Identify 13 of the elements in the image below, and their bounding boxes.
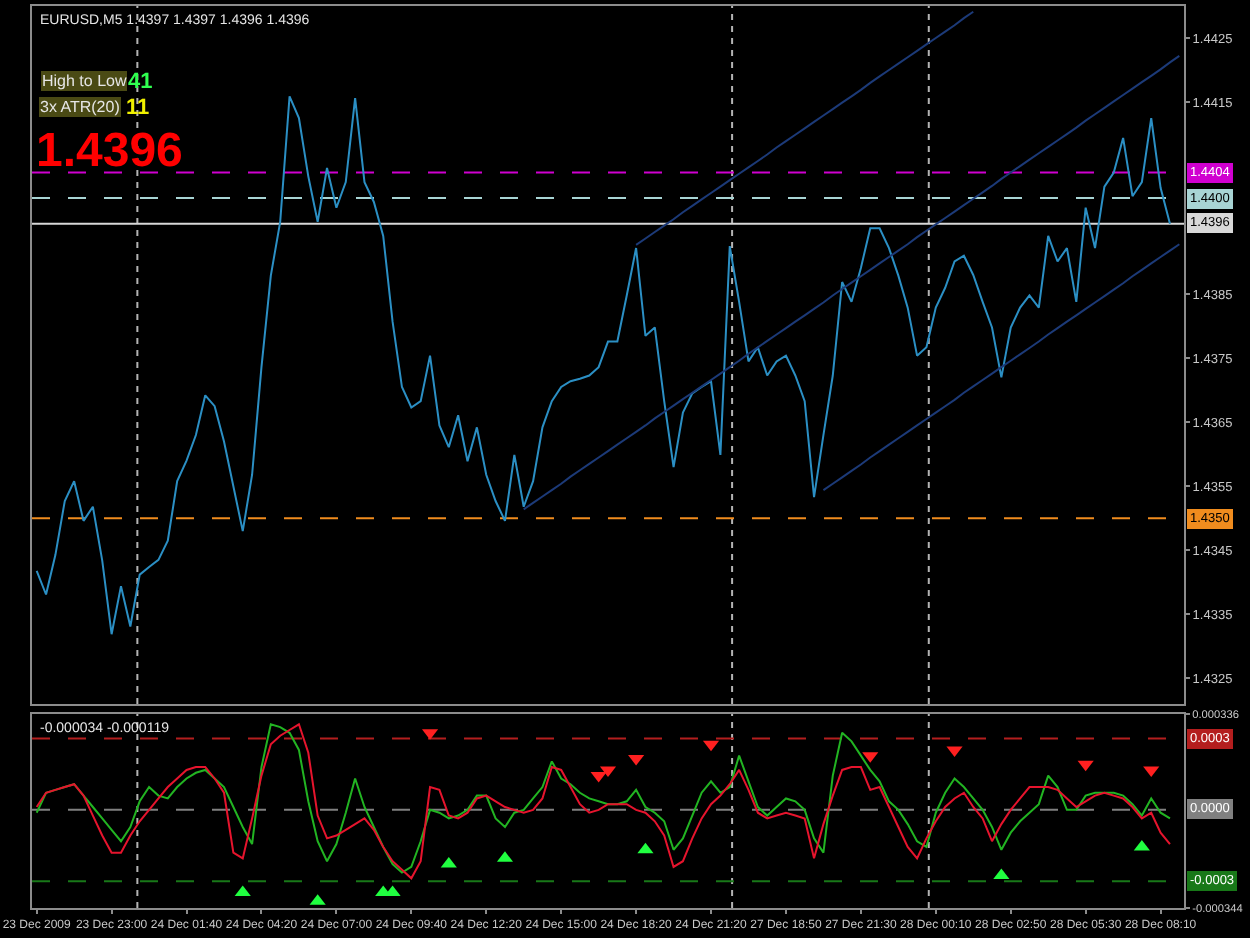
annotation: High to Low [42, 72, 127, 90]
point [637, 842, 654, 854]
point [234, 885, 251, 897]
point [1077, 760, 1094, 772]
point [1133, 839, 1150, 851]
annotation: 41 [128, 70, 153, 94]
annotation: 3x ATR(20) [40, 98, 121, 116]
line-series [522, 54, 1181, 511]
line-series [822, 243, 1181, 492]
annotation: 1.4396 [36, 124, 183, 178]
line-series [35, 95, 1171, 636]
line-series [635, 10, 975, 246]
annotation: 11 [126, 96, 150, 120]
